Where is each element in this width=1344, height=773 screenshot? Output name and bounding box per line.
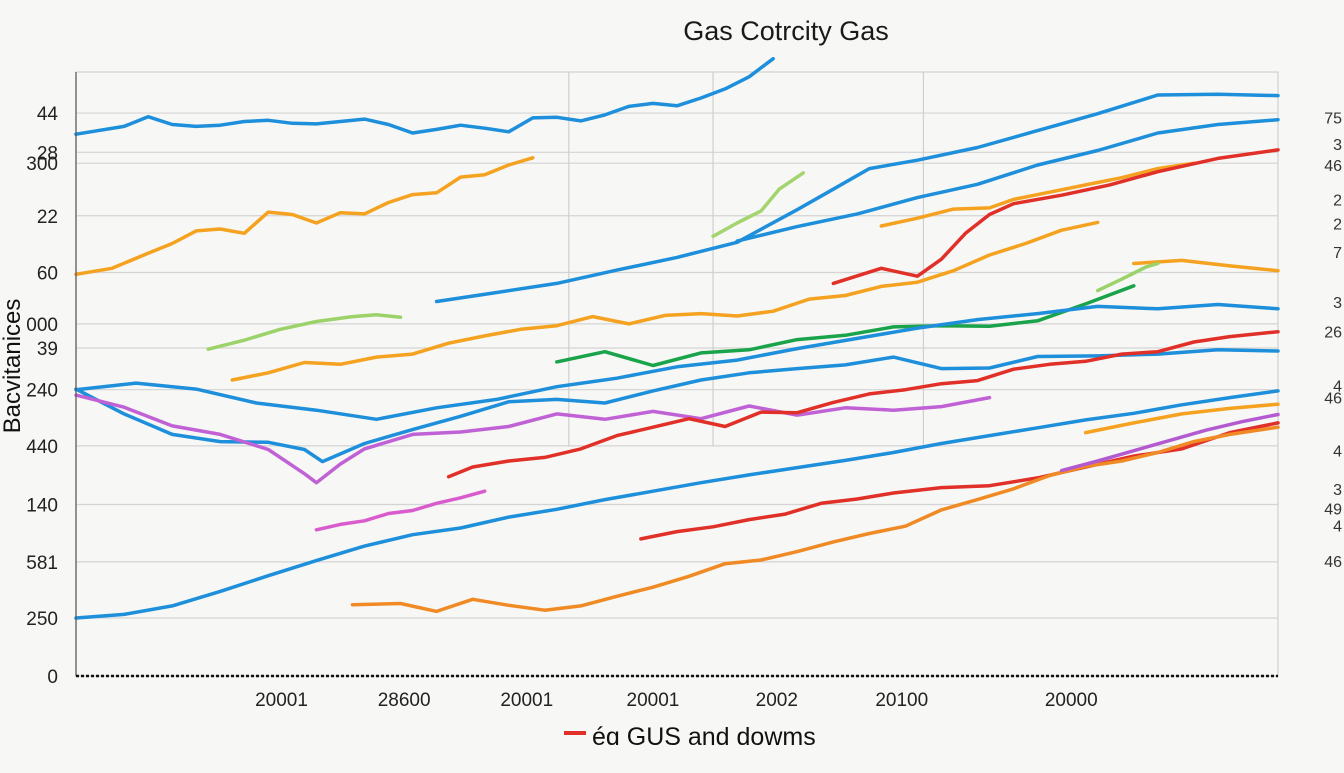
- x-tick-label-2: 20001: [500, 690, 553, 711]
- y-tick-label-8: 60: [37, 264, 58, 285]
- y-tick-label-0: 0: [47, 667, 58, 688]
- series-line-pink-lower: [314, 489, 487, 532]
- y-tick-label-9: 22: [37, 207, 58, 228]
- right-tick-label-12: 49: [1324, 502, 1342, 519]
- right-tick-label-8: 4: [1333, 378, 1342, 395]
- series-line-light-green-lower: [206, 313, 403, 351]
- series-line-orange-right: [879, 161, 1196, 228]
- y-tick-label-11: 28: [37, 143, 58, 164]
- y-axis-label: Bacvitanices: [0, 299, 26, 434]
- series-line-blue-rise: [434, 92, 1280, 304]
- series-line-orange-top: [74, 156, 535, 277]
- y-tick-label-1: 250: [26, 609, 58, 630]
- x-tick-label-0: 20001: [255, 690, 308, 711]
- y-tick-label-5: 240: [26, 381, 58, 402]
- legend-label: éɑ GUS and dowms: [592, 723, 816, 751]
- right-tick-label-1: 3: [1333, 137, 1342, 154]
- x-tick-label-4: 2002: [756, 690, 798, 711]
- series-line-blue-middle: [74, 302, 1280, 422]
- right-tick-label-14: 46: [1324, 554, 1342, 571]
- legend: éɑ GUS and dowms: [564, 723, 816, 751]
- series-line-blue-lower-long: [74, 348, 1280, 464]
- right-tick-label-0: 75: [1324, 110, 1342, 127]
- series-line-red-upper: [831, 148, 1280, 286]
- x-tick-label-6: 20000: [1045, 690, 1098, 711]
- right-tick-label-6: 3: [1333, 295, 1342, 312]
- series-line-red-lower: [446, 329, 1280, 479]
- y-tick-label-3: 140: [26, 495, 58, 516]
- x-tick-label-1: 28600: [378, 690, 431, 711]
- series-line-light-green-right: [1095, 261, 1160, 293]
- y-tick-label-2: 581: [26, 553, 58, 574]
- series-layer: [74, 56, 1280, 620]
- y-tick-label-6: 39: [37, 339, 58, 360]
- x-tick-label-5: 20100: [875, 690, 928, 711]
- y-tick-label-12: 44: [37, 104, 59, 125]
- right-tick-label-9: 46: [1324, 391, 1342, 408]
- right-tick-label-3: 2: [1333, 192, 1342, 209]
- y-tick-label-10: 300: [26, 154, 58, 175]
- right-tick-label-4: 2: [1333, 217, 1342, 234]
- right-tick-label-5: 7: [1333, 245, 1342, 262]
- series-line-orange-middle: [230, 220, 1100, 382]
- axis-layer: [75, 72, 1278, 678]
- chart-title: Gas Cotrcity Gas: [683, 16, 889, 46]
- right-tick-label-7: 26: [1324, 325, 1342, 342]
- series-line-blue-top: [74, 56, 775, 136]
- series-line-orange-right-low: [1083, 402, 1280, 435]
- right-tick-label-11: 3: [1333, 482, 1342, 499]
- right-tick-label-10: 4: [1333, 444, 1342, 461]
- series-line-blue-bottom: [74, 389, 1280, 620]
- series-line-orange-bottom: [350, 425, 1280, 614]
- right-tick-label-2: 46: [1324, 158, 1342, 175]
- series-line-light-green-upper: [711, 171, 805, 239]
- right-tick-label-13: 4: [1333, 519, 1342, 536]
- y-tick-label-4: 440: [26, 437, 58, 458]
- series-line-green: [555, 284, 1136, 368]
- x-tick-label-3: 20001: [627, 690, 680, 711]
- series-line-purple-right: [1059, 412, 1280, 473]
- series-line-purple: [74, 393, 992, 485]
- y-tick-label-7: 000: [26, 315, 58, 336]
- series-line-blue-right: [735, 117, 1280, 243]
